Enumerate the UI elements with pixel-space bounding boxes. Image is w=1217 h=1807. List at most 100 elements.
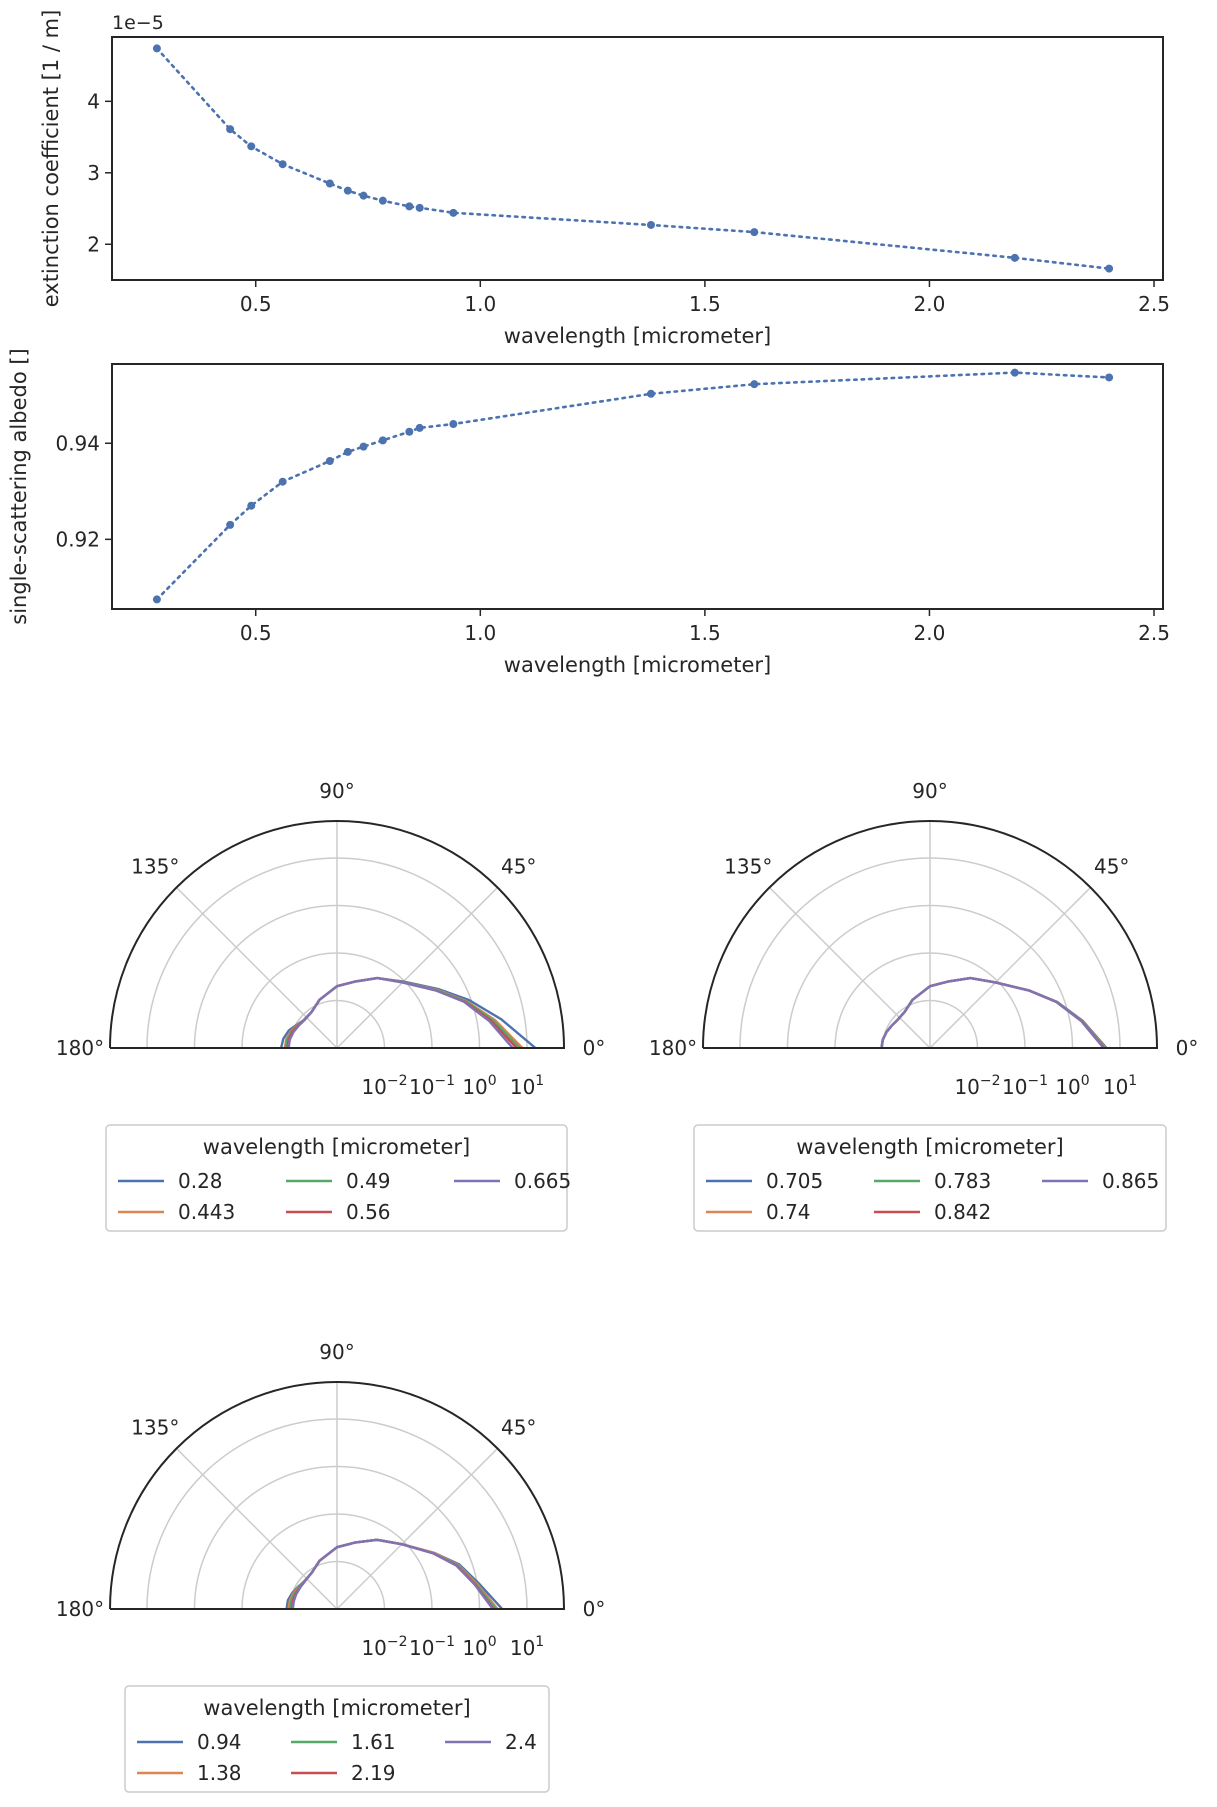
- angle-tick-label: 90°: [319, 1340, 354, 1364]
- legend-label: 2.4: [505, 1730, 537, 1754]
- angle-tick-label: 180°: [649, 1036, 697, 1060]
- x-tick-label: 2.5: [1138, 292, 1170, 316]
- legend-box: [105, 1124, 568, 1232]
- radial-tick-base: 10: [409, 1636, 434, 1660]
- y-tick-label: 2: [87, 232, 100, 256]
- data-point: [343, 186, 352, 195]
- data-point: [278, 160, 287, 169]
- angle-tick-label: 90°: [912, 779, 947, 803]
- legend-title: wavelength [micrometer]: [203, 1696, 470, 1720]
- polar-frame: [702, 820, 1159, 1049]
- data-point: [1010, 253, 1019, 262]
- radial-tick-exponent: −1: [434, 1073, 455, 1089]
- angle-tick-label: 0°: [1176, 1036, 1199, 1060]
- radial-tick-label: 10−2: [361, 1634, 407, 1660]
- radial-tick-exponent: 0: [488, 1634, 497, 1650]
- x-tick-label: 2.5: [1138, 621, 1170, 645]
- data-point: [226, 520, 235, 529]
- data-point: [1010, 368, 1019, 377]
- x-tick-label: 1.0: [464, 292, 496, 316]
- radial-tick-label: 100: [1055, 1073, 1089, 1099]
- radial-tick-label: 101: [510, 1073, 544, 1099]
- data-point: [226, 125, 235, 134]
- x-axis-label: wavelength [micrometer]: [504, 324, 771, 348]
- data-point: [247, 142, 256, 151]
- radial-tick-exponent: −1: [434, 1634, 455, 1650]
- y-tick-label: 0.92: [55, 527, 100, 551]
- data-point: [378, 196, 387, 205]
- legend-label: 1.38: [197, 1761, 242, 1785]
- series-line-0: [279, 976, 537, 1049]
- series-line-2: [284, 976, 521, 1049]
- x-tick-label: 1.5: [689, 621, 721, 645]
- series-line-4: [880, 976, 1105, 1049]
- y-offset-label: 1e−5: [112, 12, 164, 34]
- radial-tick-base: 10: [1002, 1075, 1027, 1099]
- radial-tick-exponent: 1: [535, 1073, 544, 1089]
- legend-label: 0.865: [1102, 1169, 1159, 1193]
- angle-tick-label: 180°: [56, 1597, 104, 1621]
- line-chart-0: 0.5 1.0 1.5 2.0 2.5 2 3 4 wavelength [micrometer…: [39, 10, 1170, 348]
- y-tick-label: 0.94: [55, 431, 100, 455]
- angle-tick-label: 0°: [583, 1036, 606, 1060]
- legend-label: 0.74: [766, 1200, 811, 1224]
- series-line-0: [285, 1538, 504, 1610]
- radial-tick-base: 10: [462, 1075, 487, 1099]
- series-line-3: [286, 976, 518, 1049]
- angle-tick-label: 135°: [724, 854, 772, 878]
- data-point: [1105, 264, 1114, 273]
- series-line: [155, 371, 1111, 601]
- angular-gridline: [175, 886, 338, 1049]
- angle-tick-label: 135°: [131, 854, 179, 878]
- angle-tick-label: 45°: [1094, 854, 1129, 878]
- angle-tick-label: 180°: [56, 1036, 104, 1060]
- legend-label: 0.56: [346, 1200, 391, 1224]
- data-point: [247, 501, 256, 510]
- radial-tick-exponent: −2: [387, 1634, 408, 1650]
- x-tick-label: 2.0: [914, 292, 946, 316]
- radial-tick-exponent: −2: [387, 1073, 408, 1089]
- legend-label: 0.705: [766, 1169, 823, 1193]
- radial-tick-label: 100: [462, 1073, 496, 1099]
- series-line-4: [287, 976, 514, 1049]
- radial-tick-label: 101: [1103, 1073, 1137, 1099]
- legend-box: [693, 1124, 1167, 1232]
- x-tick-label: 1.5: [689, 292, 721, 316]
- legend-label: 0.443: [178, 1200, 235, 1224]
- series-line-4: [291, 1538, 494, 1610]
- radial-tick-label: 10−1: [409, 1634, 455, 1660]
- line-chart-1: 0.5 1.0 1.5 2.0 2.5 0.92 0.94 wavelength [micro…: [7, 348, 1170, 677]
- radial-tick-label: 101: [510, 1634, 544, 1660]
- radial-tick-base: 10: [954, 1075, 979, 1099]
- radial-tick-exponent: −2: [980, 1073, 1001, 1089]
- legend-label: 0.94: [197, 1730, 242, 1754]
- radial-tick-label: 10−1: [409, 1073, 455, 1099]
- data-point: [1105, 373, 1114, 382]
- data-point: [325, 457, 334, 466]
- legend-title: wavelength [micrometer]: [796, 1135, 1063, 1159]
- radial-tick-base: 10: [510, 1636, 535, 1660]
- data-point: [405, 202, 414, 211]
- legend-label: 0.49: [346, 1169, 391, 1193]
- angular-gridline: [175, 1447, 338, 1610]
- data-point: [278, 477, 287, 486]
- data-point: [750, 228, 759, 237]
- data-point: [405, 427, 414, 436]
- legend-label: 2.19: [351, 1761, 396, 1785]
- radial-tick-exponent: 1: [1128, 1073, 1137, 1089]
- angle-tick-label: 45°: [501, 1415, 536, 1439]
- radial-tick-base: 10: [510, 1075, 535, 1099]
- radial-tick-base: 10: [1103, 1075, 1128, 1099]
- data-point: [359, 442, 368, 451]
- data-point: [646, 389, 655, 398]
- angular-gridline: [768, 886, 931, 1049]
- radial-tick-label: 100: [462, 1634, 496, 1660]
- radial-tick-base: 10: [409, 1075, 434, 1099]
- x-tick-label: 1.0: [464, 621, 496, 645]
- angular-gridline: [336, 886, 499, 1049]
- angular-gridline: [929, 886, 1092, 1049]
- data-point: [449, 420, 458, 429]
- y-axis-label: single-scattering albedo []: [7, 348, 31, 624]
- data-point: [325, 179, 334, 188]
